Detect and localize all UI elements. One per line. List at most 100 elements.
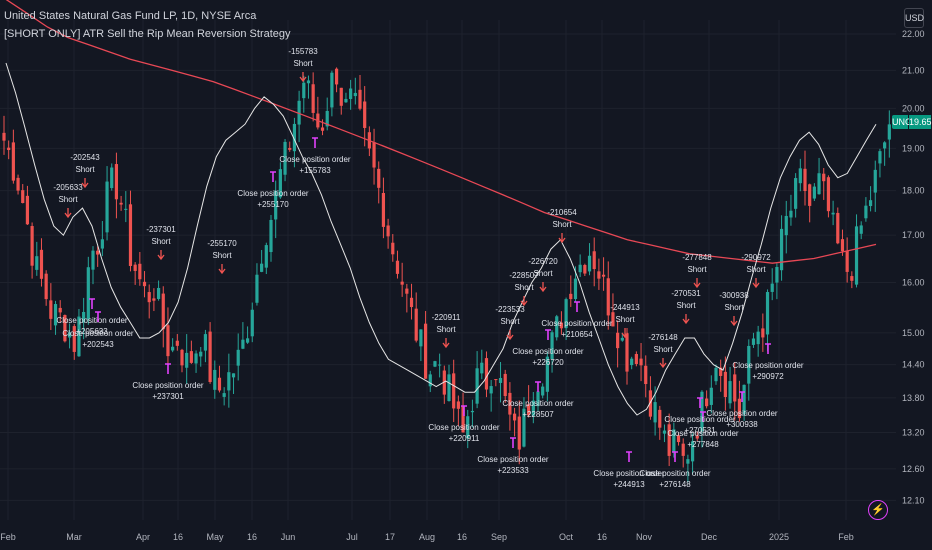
candle-body [245,338,250,343]
candle-body [723,371,727,397]
candle-body [883,142,887,149]
candle-body [269,219,273,253]
entry-order-id: -277848 [682,253,712,262]
candle-body [826,177,831,212]
candle-body [82,311,86,323]
candle-body [297,100,301,125]
candle-body [171,346,175,351]
short-moving-average [5,62,877,416]
currency-button[interactable]: USD [904,8,924,28]
time-axis-bg [0,526,932,550]
candle-body [705,398,709,407]
candle-body [353,92,357,97]
close-order-pnl: +290972 [752,372,784,381]
candle-body [147,292,151,303]
candle-body [386,225,390,237]
strategy-name[interactable]: [SHORT ONLY] ATR Sell the Rip Mean Rever… [4,28,291,40]
time-tick-label: 16 [247,532,257,542]
candle-body [512,413,517,421]
candle-body [597,271,601,279]
candle-body [236,349,240,366]
candle-body [672,429,676,452]
close-order-pnl: +202543 [82,340,114,349]
candle-body [606,278,610,316]
candle-body [260,263,264,272]
entry-order-id: -210654 [547,208,577,217]
close-order-pnl: +244913 [613,480,645,489]
price-tick-label: 21.00 [902,65,925,75]
time-tick-label: 16 [173,532,183,542]
candle-body [334,68,339,85]
short-arrow-icon [621,328,629,339]
candle-body [320,127,325,131]
entry-order-type: Short [212,251,232,260]
candle-body [789,210,793,218]
candle-body [409,297,414,308]
candle-body [49,300,53,319]
entry-order-id: -244913 [610,303,640,312]
candle-body [185,352,189,368]
candle-body [484,358,489,390]
entry-order-id: -237301 [146,225,176,234]
close-marker-icon [461,405,467,416]
time-tick-label: Jun [281,532,296,542]
candle-body [25,195,30,225]
time-tick-label: Feb [0,532,16,542]
candle-body [555,316,559,338]
close-marker-icon [89,298,95,309]
candle-body [466,416,470,439]
lightning-icon[interactable]: ⚡ [868,500,888,520]
short-arrow-icon [520,296,528,307]
candle-body [7,147,11,151]
candle-body [330,72,334,108]
candle-body [189,351,193,363]
candle-body [381,192,386,227]
candle-body [808,184,812,206]
candle-body [433,361,437,367]
candle-body [288,147,292,150]
price-axis: 22.00 21.00 20.00 19.00 18.00 17.00 16.00 15.00… [896,0,932,550]
candle-body [475,368,479,404]
price-axis-bg [896,0,932,550]
candle-body [128,204,133,266]
candle-body [639,358,643,366]
candle-body [152,298,156,301]
candle-body [747,345,751,384]
entry-order-id: -223533 [495,305,525,314]
entry-order-type: Short [75,165,95,174]
candle-body [536,391,540,407]
candle-body [264,245,268,268]
candle-body [456,401,460,409]
entry-order-id: -270531 [671,289,701,298]
candle-body [100,239,104,249]
short-arrow-icon [539,282,547,293]
close-marker-icon [739,391,745,402]
short-arrow-icon [693,278,701,289]
candle-body [292,123,297,152]
candle-body [878,151,882,164]
candle-body [255,274,259,303]
entry-order-type: Short [746,265,766,274]
price-tick-label: 20.00 [902,103,925,113]
price-tick-label: 16.00 [902,277,925,287]
moving-average-line [5,62,877,416]
close-marker-icon [95,311,101,322]
candle-body [527,404,531,416]
candle-body [578,264,582,273]
entry-order-type: Short [514,283,534,292]
candle-body [667,424,671,456]
price-tick-label: 17.00 [902,230,925,240]
candle-body [166,325,170,357]
candle-body [325,110,329,127]
candle-body [503,373,507,397]
candle-body [114,164,119,200]
short-arrow-icon [506,330,514,341]
candle-body [217,377,222,391]
price-tick-label: 18.00 [902,186,925,196]
candle-body [695,435,699,439]
candle-body [30,226,34,266]
close-marker-icon [270,171,276,182]
candle-body [545,356,549,392]
candle-body [138,263,142,280]
